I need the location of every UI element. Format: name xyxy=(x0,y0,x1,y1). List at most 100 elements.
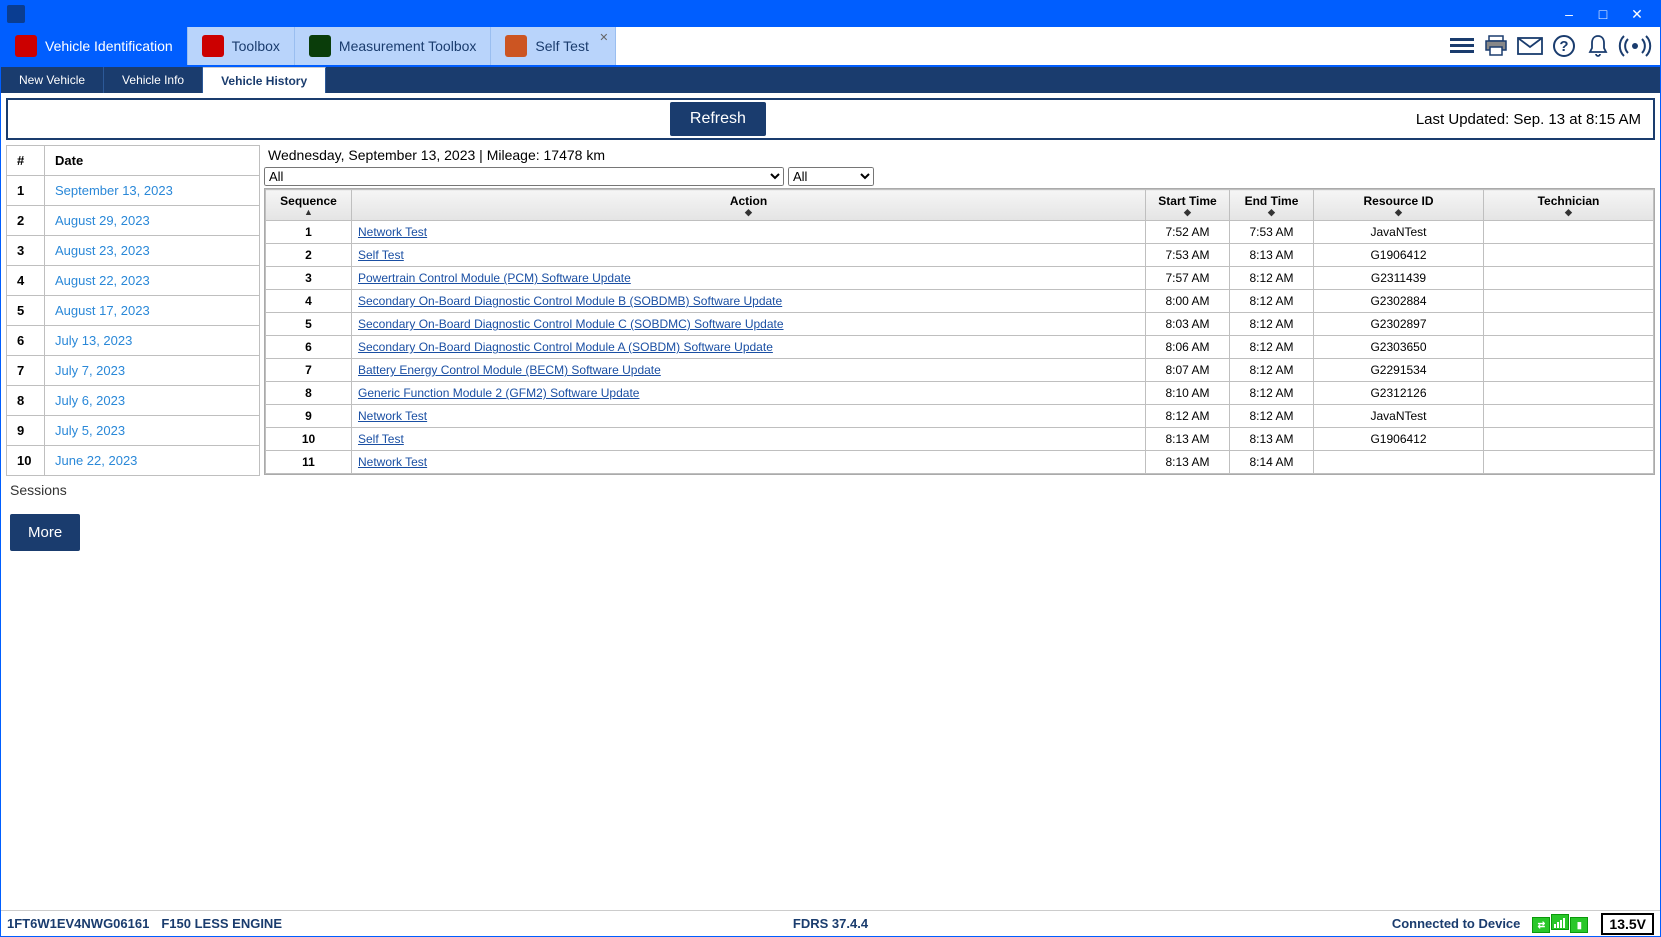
filter-secondary[interactable]: All xyxy=(788,167,874,186)
session-date-link[interactable]: August 22, 2023 xyxy=(55,273,150,288)
action-link[interactable]: Self Test xyxy=(358,248,404,262)
action-link[interactable]: Network Test xyxy=(358,455,427,469)
tab-label: Toolbox xyxy=(232,38,280,54)
detail-row: 4Secondary On-Board Diagnostic Control M… xyxy=(266,290,1654,313)
cell-action: Network Test xyxy=(352,221,1146,244)
car-icon xyxy=(15,35,37,57)
detail-row: 8 Generic Function Module 2 (GFM2) Softwa… xyxy=(266,382,1654,405)
session-date-cell: August 29, 2023 xyxy=(45,206,260,236)
session-row[interactable]: 8July 6, 2023 xyxy=(7,386,260,416)
session-num: 4 xyxy=(7,266,45,296)
help-icon[interactable]: ? xyxy=(1550,33,1578,59)
cell-technician xyxy=(1484,382,1654,405)
detail-row: 9Network Test8:12 AM8:12 AMJavaNTest xyxy=(266,405,1654,428)
session-date-link[interactable]: July 7, 2023 xyxy=(55,363,125,378)
filter-action[interactable]: All xyxy=(264,167,784,186)
close-tab-icon[interactable]: ✕ xyxy=(597,31,611,45)
session-date-link[interactable]: July 5, 2023 xyxy=(55,423,125,438)
svg-text:?: ? xyxy=(1559,38,1568,55)
col-resource-id[interactable]: Resource ID ◆ xyxy=(1314,190,1484,221)
session-date-cell: July 7, 2023 xyxy=(45,356,260,386)
menu-icon[interactable] xyxy=(1448,33,1476,59)
detail-table: Sequence ▲ Action ◆ Start Time ◆ End T xyxy=(265,189,1654,474)
col-end-time[interactable]: End Time ◆ xyxy=(1230,190,1314,221)
session-num: 1 xyxy=(7,176,45,206)
cell-end: 8:14 AM xyxy=(1230,451,1314,474)
tab-vehicle-identification[interactable]: Vehicle Identification xyxy=(1,27,188,65)
col-action[interactable]: Action ◆ xyxy=(352,190,1146,221)
cell-end: 8:12 AM xyxy=(1230,290,1314,313)
wireless-icon[interactable] xyxy=(1618,33,1652,59)
session-date-link[interactable]: September 13, 2023 xyxy=(55,183,173,198)
action-link[interactable]: Secondary On-Board Diagnostic Control Mo… xyxy=(358,340,773,354)
session-row[interactable]: 1 September 13, 2023 xyxy=(7,176,260,206)
col-sequence[interactable]: Sequence ▲ xyxy=(266,190,352,221)
session-date-link[interactable]: June 22, 2023 xyxy=(55,453,137,468)
action-link[interactable]: Network Test xyxy=(358,409,427,423)
action-link[interactable]: Powertrain Control Module (PCM) Software… xyxy=(358,271,631,285)
session-date-cell: July 6, 2023 xyxy=(45,386,260,416)
tab-self-test[interactable]: Self Test ✕ xyxy=(491,27,615,65)
cell-technician xyxy=(1484,451,1654,474)
maximize-button[interactable]: □ xyxy=(1586,1,1620,27)
cell-start: 7:52 AM xyxy=(1146,221,1230,244)
action-link[interactable]: Network Test xyxy=(358,225,427,239)
tab-measurement-toolbox[interactable]: Measurement Toolbox xyxy=(295,27,491,65)
session-row[interactable]: 4 August 22, 2023 xyxy=(7,266,260,296)
cell-end: 8:12 AM xyxy=(1230,336,1314,359)
tab-toolbox[interactable]: Toolbox xyxy=(188,27,295,65)
session-date-link[interactable]: July 13, 2023 xyxy=(55,333,132,348)
session-date-link[interactable]: August 17, 2023 xyxy=(55,303,150,318)
cell-technician xyxy=(1484,221,1654,244)
session-date-cell: September 13, 2023 xyxy=(45,176,260,206)
subtab-label: Vehicle History xyxy=(221,74,307,88)
cell-resource: G2312126 xyxy=(1314,382,1484,405)
last-updated-text: Last Updated: Sep. 13 at 8:15 AM xyxy=(1416,111,1641,128)
action-link[interactable]: Secondary On-Board Diagnostic Control Mo… xyxy=(358,317,784,331)
statusbar: 1FT6W1EV4NWG06161 F150 LESS ENGINE FDRS … xyxy=(1,910,1660,936)
session-date-link[interactable]: August 23, 2023 xyxy=(55,243,150,258)
cell-technician xyxy=(1484,428,1654,451)
cell-sequence: 2 xyxy=(266,244,352,267)
session-row[interactable]: 3August 23, 2023 xyxy=(7,236,260,266)
session-row[interactable]: 2August 29, 2023 xyxy=(7,206,260,236)
print-icon[interactable] xyxy=(1482,33,1510,59)
mail-icon[interactable] xyxy=(1516,33,1544,59)
cell-end: 8:13 AM xyxy=(1230,428,1314,451)
minimize-button[interactable]: – xyxy=(1552,1,1586,27)
more-button[interactable]: More xyxy=(10,514,80,551)
cell-action: Powertrain Control Module (PCM) Software… xyxy=(352,267,1146,290)
action-link[interactable]: Self Test xyxy=(358,432,404,446)
session-row[interactable]: 5August 17, 2023 xyxy=(7,296,260,326)
refresh-button[interactable]: Refresh xyxy=(670,102,766,136)
cell-action: Secondary On-Board Diagnostic Control Mo… xyxy=(352,336,1146,359)
session-row[interactable]: 6July 13, 2023 xyxy=(7,326,260,356)
session-date-link[interactable]: August 29, 2023 xyxy=(55,213,150,228)
cell-resource: G2303650 xyxy=(1314,336,1484,359)
session-row[interactable]: 9 July 5, 2023 xyxy=(7,416,260,446)
action-link[interactable]: Generic Function Module 2 (GFM2) Softwar… xyxy=(358,386,639,400)
col-start-time[interactable]: Start Time ◆ xyxy=(1146,190,1230,221)
close-button[interactable]: ✕ xyxy=(1620,1,1654,27)
dtc-icon xyxy=(505,35,527,57)
session-row[interactable]: 7July 7, 2023 xyxy=(7,356,260,386)
cell-sequence: 10 xyxy=(266,428,352,451)
col-technician[interactable]: Technician ◆ xyxy=(1484,190,1654,221)
detail-row: 5Secondary On-Board Diagnostic Control M… xyxy=(266,313,1654,336)
cell-end: 7:53 AM xyxy=(1230,221,1314,244)
bell-icon[interactable] xyxy=(1584,33,1612,59)
cell-action: Battery Energy Control Module (BECM) Sof… xyxy=(352,359,1146,382)
action-link[interactable]: Battery Energy Control Module (BECM) Sof… xyxy=(358,363,661,377)
subtab-vehicle-history[interactable]: Vehicle History xyxy=(203,67,326,93)
cell-start: 8:00 AM xyxy=(1146,290,1230,313)
session-row[interactable]: 10June 22, 2023 xyxy=(7,446,260,476)
subtab-vehicle-info[interactable]: Vehicle Info xyxy=(104,67,203,93)
detail-table-wrap[interactable]: Sequence ▲ Action ◆ Start Time ◆ End T xyxy=(264,188,1655,475)
cell-sequence: 8 xyxy=(266,382,352,405)
connection-indicators: ⇄ ▮ xyxy=(1532,914,1589,934)
cell-sequence: 3 xyxy=(266,267,352,290)
session-num: 9 xyxy=(7,416,45,446)
session-date-link[interactable]: July 6, 2023 xyxy=(55,393,125,408)
action-link[interactable]: Secondary On-Board Diagnostic Control Mo… xyxy=(358,294,782,308)
subtab-new-vehicle[interactable]: New Vehicle xyxy=(1,67,104,93)
